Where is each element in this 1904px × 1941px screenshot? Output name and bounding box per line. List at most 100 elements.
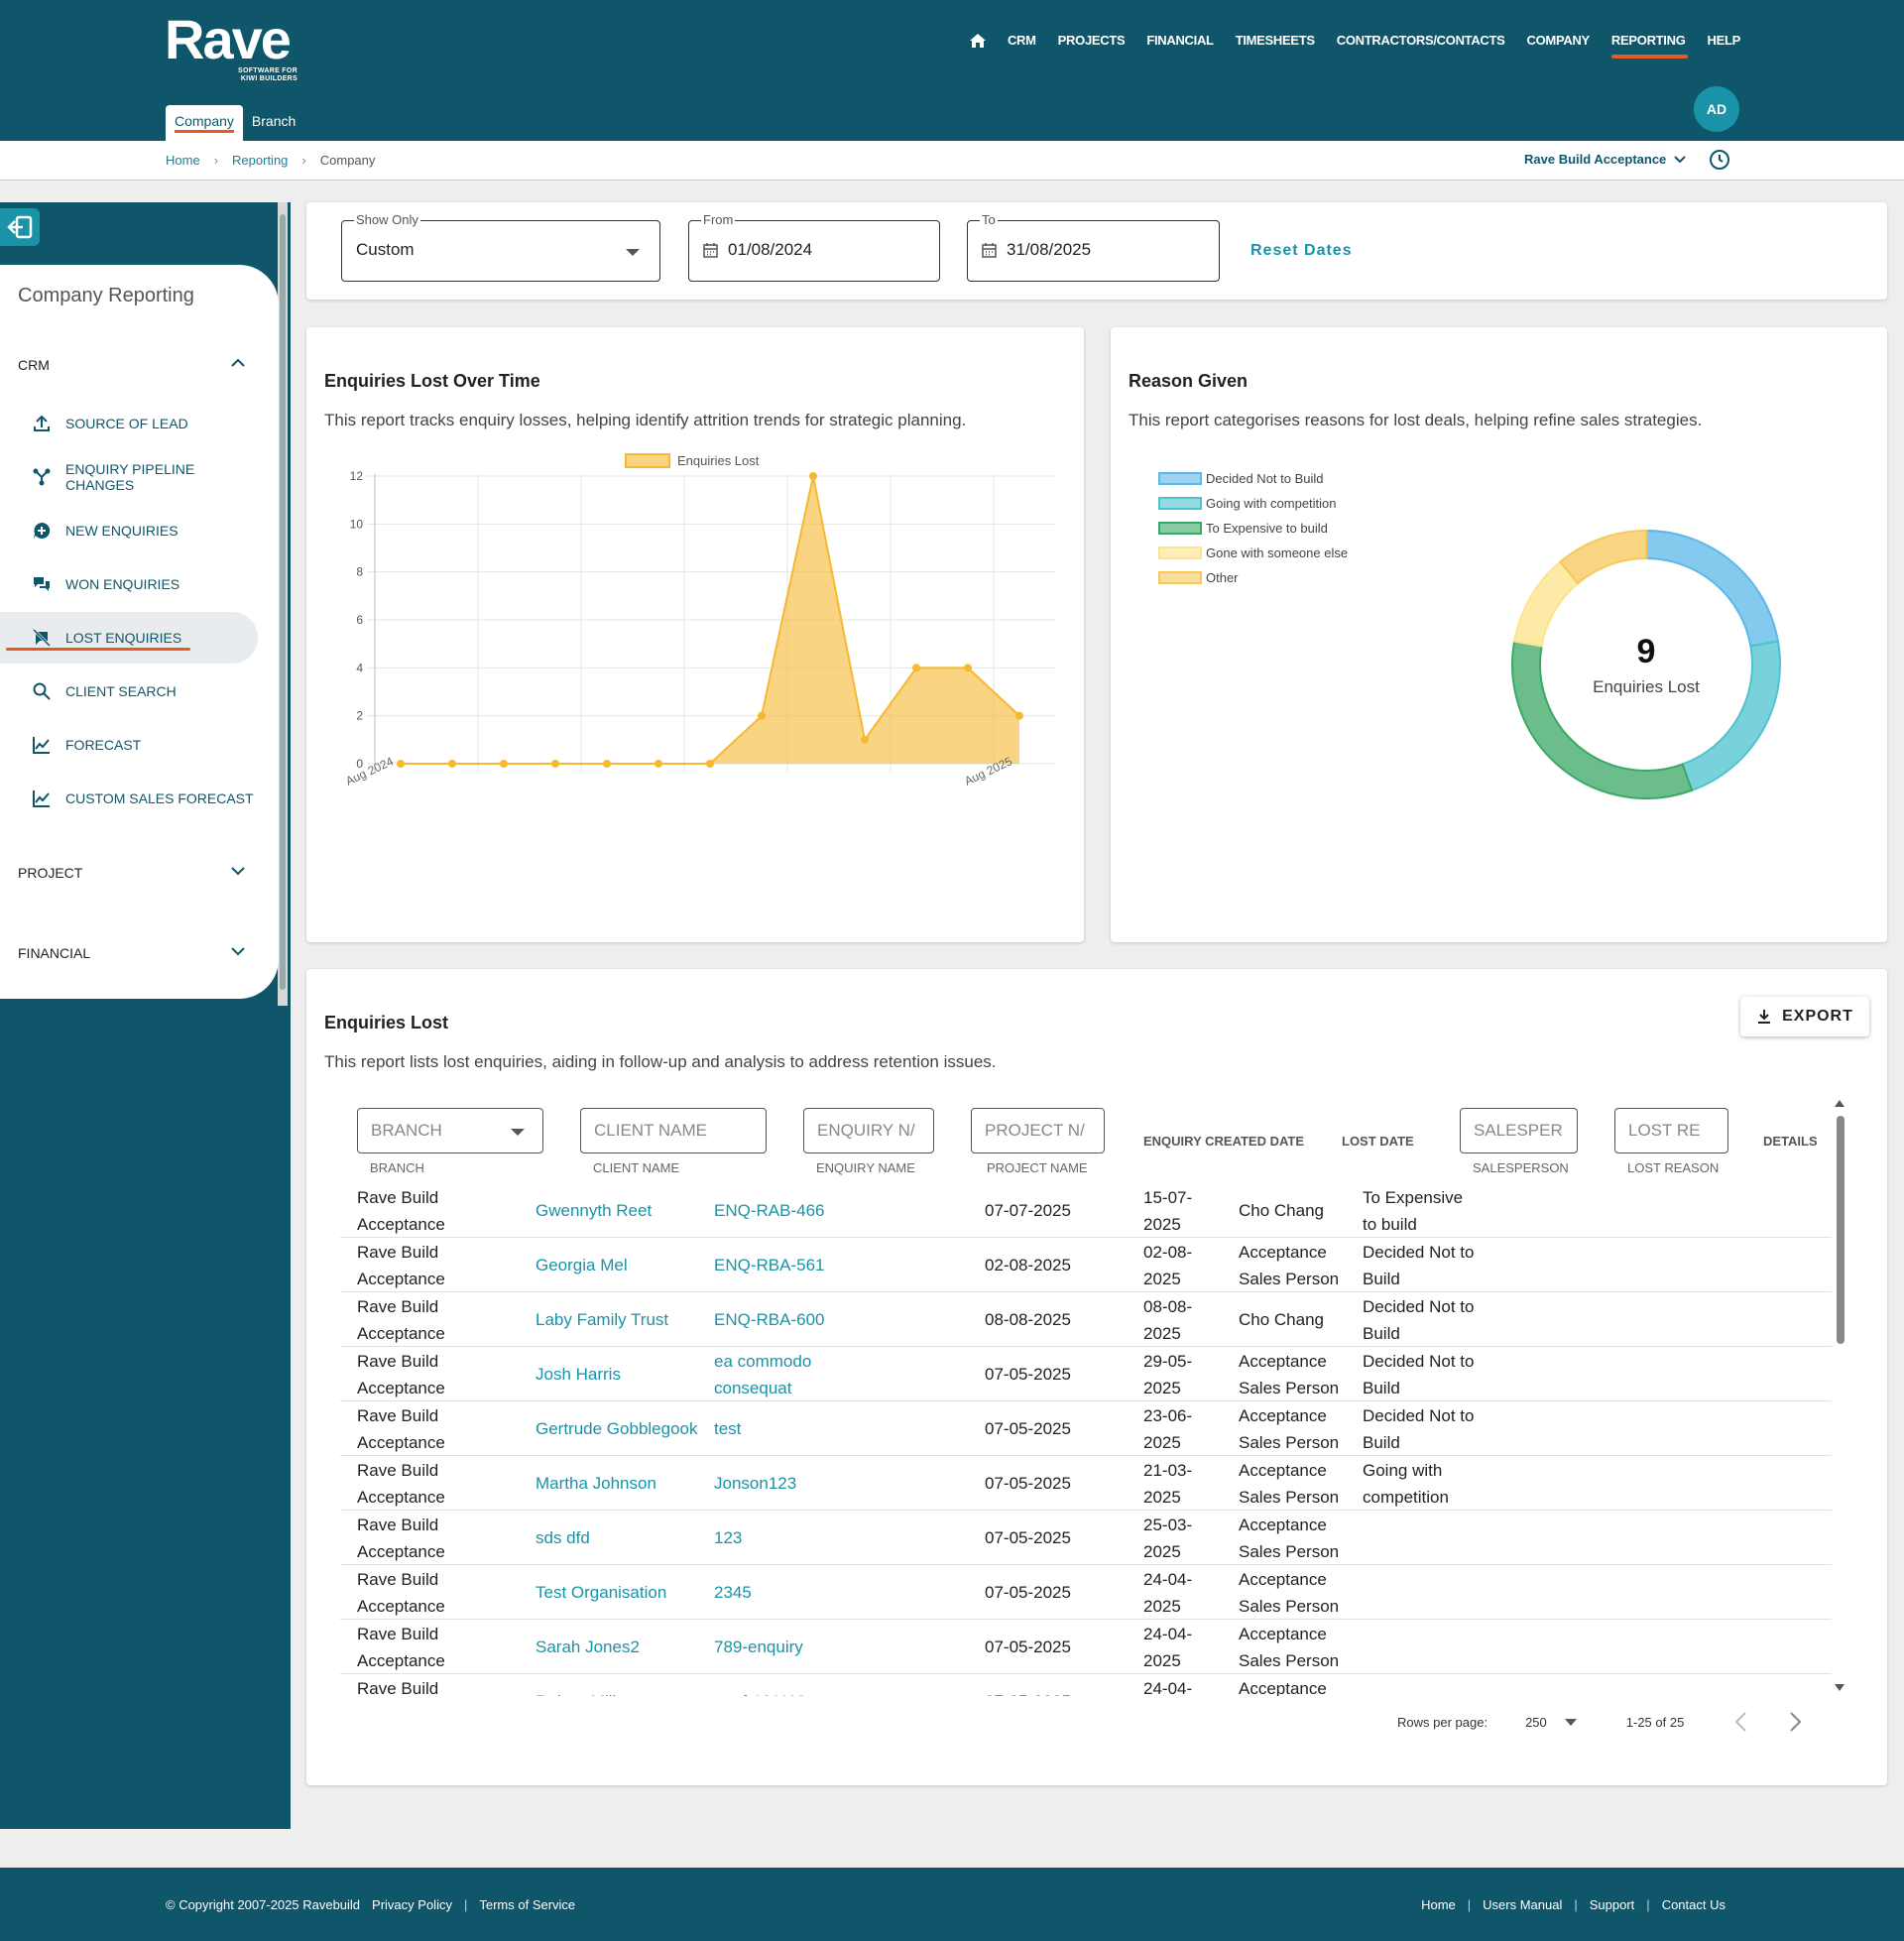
nav-company[interactable]: COMPANY xyxy=(1526,33,1591,48)
rows-per-page-select[interactable]: 250 xyxy=(1525,1715,1577,1730)
table-row[interactable]: Rave Build Acceptance Gertrude Gobblegook… xyxy=(340,1401,1832,1456)
salesperson-filter[interactable]: SALESPER xyxy=(1460,1108,1578,1153)
nav-help[interactable]: HELP xyxy=(1707,33,1741,48)
legend-swatch-enquiries-lost[interactable] xyxy=(625,453,670,468)
history-icon[interactable] xyxy=(1708,148,1731,172)
chevron-left-icon[interactable] xyxy=(1733,1711,1747,1733)
breadcrumb-home[interactable]: Home xyxy=(166,153,200,168)
branch-filter[interactable]: BRANCH xyxy=(357,1108,543,1153)
footer-privacy-link[interactable]: Privacy Policy xyxy=(372,1897,452,1912)
nav-crm[interactable]: CRM xyxy=(1007,33,1036,48)
footer-terms-link[interactable]: Terms of Service xyxy=(479,1897,576,1912)
cell-enquiry-name[interactable]: 2345 xyxy=(714,1583,752,1602)
chevron-right-icon[interactable] xyxy=(1789,1711,1803,1733)
column-header-lost-date[interactable]: LOST DATE xyxy=(1342,1134,1414,1149)
cell-enquiry-name[interactable]: test xyxy=(714,1419,742,1438)
logo[interactable]: Rave SOFTWARE FOR KIWI BUILDERS xyxy=(165,12,298,83)
data-point[interactable] xyxy=(603,760,611,768)
cell-client-name[interactable]: Martha Johnson xyxy=(536,1474,656,1493)
table-row[interactable]: Rave Build Acceptance Sarah Jones2 789-enq… xyxy=(340,1620,1832,1674)
nav-timesheets[interactable]: TIMESHEETS xyxy=(1235,33,1315,48)
sidebar-item-won-enquiries[interactable]: WON ENQUIRIES xyxy=(0,558,258,610)
nav-financial[interactable]: FINANCIAL xyxy=(1146,33,1214,48)
home-icon[interactable] xyxy=(969,33,986,48)
table-row[interactable]: Rave Build Acceptance Gwennyth Reet ENQ-RA… xyxy=(340,1183,1832,1238)
donut-slice[interactable] xyxy=(1645,529,1780,648)
nav-contractors-contacts[interactable]: CONTRACTORS/CONTACTS xyxy=(1336,33,1505,48)
table-row[interactable]: Rave Build Acceptance Robert Millenqf-121… xyxy=(340,1674,1832,1697)
legend-item[interactable]: Going with competition xyxy=(1158,491,1348,516)
cell-client-name[interactable]: Gertrude Gobblegook xyxy=(536,1419,698,1438)
footer-contact-link[interactable]: Contact Us xyxy=(1661,1897,1726,1912)
legend-item[interactable]: Other xyxy=(1158,565,1348,590)
cell-enquiry-name[interactable]: Jonson123 xyxy=(714,1474,797,1493)
sidebar-item-new-enquiries[interactable]: NEW ENQUIRIES xyxy=(0,505,258,556)
cell-enquiry-name[interactable]: 789-enquiry xyxy=(714,1638,803,1656)
cell-client-name[interactable]: Georgia Mel xyxy=(536,1256,628,1274)
breadcrumb-reporting[interactable]: Reporting xyxy=(232,153,289,168)
cell-client-name[interactable]: Laby Family Trust xyxy=(536,1310,669,1329)
enquiry-name-filter[interactable]: ENQUIRY N/ xyxy=(803,1108,934,1153)
data-point[interactable] xyxy=(397,760,405,768)
data-point[interactable] xyxy=(1015,711,1023,720)
cell-enquiry-name[interactable]: 123 xyxy=(714,1528,743,1547)
project-name-filter[interactable]: PROJECT N/ xyxy=(971,1108,1105,1153)
tab-branch[interactable]: Branch xyxy=(243,105,304,141)
data-point[interactable] xyxy=(500,760,508,768)
table-row[interactable]: Rave Build Acceptance sds dfd 123 07-05-202… xyxy=(340,1511,1832,1565)
sidebar-section-crm[interactable]: CRM xyxy=(18,357,246,373)
show-only-select[interactable]: Show Only Custom xyxy=(341,212,660,282)
to-date-field[interactable]: To 31/08/2025 xyxy=(967,212,1220,282)
data-point[interactable] xyxy=(964,664,972,672)
export-button[interactable]: EXPORT xyxy=(1740,997,1869,1036)
table-row[interactable]: Rave Build Acceptance Test Organisation 23… xyxy=(340,1565,1832,1620)
organisation-selector[interactable]: Rave Build Acceptance xyxy=(1524,152,1687,167)
reset-dates-button[interactable]: Reset Dates xyxy=(1250,242,1353,259)
sidebar-scrollbar[interactable] xyxy=(278,202,288,1006)
table-scroll-thumb[interactable] xyxy=(1837,1116,1844,1344)
cell-client-name[interactable]: Sarah Jones2 xyxy=(536,1638,640,1656)
donut-slice[interactable] xyxy=(1511,640,1694,799)
tab-company[interactable]: Company xyxy=(166,105,243,141)
data-point[interactable] xyxy=(551,760,559,768)
legend-item[interactable]: Decided Not to Build xyxy=(1158,466,1348,491)
sidebar-section-financial[interactable]: FINANCIAL xyxy=(18,945,246,961)
data-point[interactable] xyxy=(654,760,662,768)
table-row[interactable]: Rave Build Acceptance Georgia Mel ENQ-RBA-… xyxy=(340,1238,1832,1292)
donut-slice[interactable] xyxy=(1558,529,1647,585)
scroll-down-arrow-icon[interactable] xyxy=(1834,1683,1845,1693)
cell-client-name[interactable]: sds dfd xyxy=(536,1528,590,1547)
donut-slice[interactable] xyxy=(1681,640,1781,792)
cell-client-name[interactable]: Robert Mill xyxy=(536,1674,714,1696)
sidebar-item-lost-enquiries[interactable]: LOST ENQUIRIES xyxy=(0,612,258,664)
sidebar-scroll-thumb[interactable] xyxy=(280,214,286,990)
sidebar-item-custom-sales-forecast[interactable]: CUSTOM SALES FORECAST xyxy=(0,773,258,824)
cell-enquiry-name[interactable]: ENQ-RBA-600 xyxy=(714,1310,825,1329)
table-row[interactable]: Rave Build Acceptance Martha Johnson Jonso… xyxy=(340,1456,1832,1511)
sidebar-item-enquiry-pipeline-changes[interactable]: ENQUIRY PIPELINE CHANGES xyxy=(0,451,258,503)
table-row[interactable]: Rave Build Acceptance Laby Family Trust EN… xyxy=(340,1292,1832,1347)
donut-slice[interactable] xyxy=(1512,560,1580,648)
data-point[interactable] xyxy=(809,472,817,480)
user-avatar[interactable]: AD xyxy=(1694,86,1739,132)
legend-item[interactable]: Gone with someone else xyxy=(1158,541,1348,565)
cell-client-name[interactable]: Josh Harris xyxy=(536,1365,621,1384)
client-name-filter[interactable]: CLIENT NAME xyxy=(580,1108,767,1153)
data-point[interactable] xyxy=(448,760,456,768)
table-row[interactable]: Rave Build Acceptance Josh Harris ea commo… xyxy=(340,1347,1832,1401)
legend-item[interactable]: To Expensive to build xyxy=(1158,516,1348,541)
footer-home-link[interactable]: Home xyxy=(1421,1897,1456,1912)
nav-projects[interactable]: PROJECTS xyxy=(1057,33,1126,48)
footer-support-link[interactable]: Support xyxy=(1589,1897,1635,1912)
data-point[interactable] xyxy=(706,760,714,768)
cell-enquiry-name[interactable]: ea commodo consequat xyxy=(714,1351,812,1397)
table-scrollbar[interactable] xyxy=(1834,1098,1845,1693)
cell-enquiry-name[interactable]: enqf-121118 xyxy=(714,1674,843,1696)
cell-enquiry-name[interactable]: ENQ-RAB-466 xyxy=(714,1201,825,1220)
cell-enquiry-name[interactable]: ENQ-RBA-561 xyxy=(714,1256,825,1274)
data-point[interactable] xyxy=(912,664,920,672)
footer-users-manual-link[interactable]: Users Manual xyxy=(1483,1897,1563,1912)
sidebar-collapse-button[interactable] xyxy=(0,208,40,246)
nav-reporting[interactable]: REPORTING xyxy=(1610,33,1688,59)
cell-client-name[interactable]: Gwennyth Reet xyxy=(536,1201,653,1220)
